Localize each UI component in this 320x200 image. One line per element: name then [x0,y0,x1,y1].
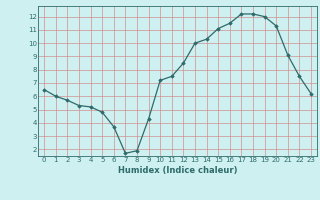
X-axis label: Humidex (Indice chaleur): Humidex (Indice chaleur) [118,166,237,175]
